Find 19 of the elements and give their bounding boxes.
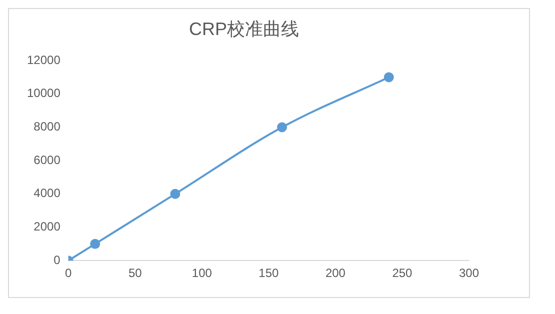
x-tick-label: 50: [128, 266, 142, 280]
y-tick-label: 4000: [34, 186, 61, 200]
y-tick-label: 8000: [34, 120, 61, 134]
y-tick-label: 0: [54, 252, 61, 267]
chart-title: CRP校准曲线: [188, 18, 300, 39]
x-tick-label: 100: [192, 266, 212, 280]
x-tick-label: 200: [325, 266, 346, 280]
x-tick-label: 150: [258, 266, 280, 280]
point: [170, 188, 180, 199]
x-tick-label: 300: [458, 266, 480, 280]
x-tick-label: 250: [392, 266, 413, 280]
y-tick-label: 6000: [34, 152, 61, 167]
y-tick-label: 2000: [34, 220, 61, 234]
point: [90, 238, 100, 249]
x-tick-label: 0: [65, 266, 72, 280]
point: [277, 122, 288, 132]
y-tick-label: 10000: [26, 86, 61, 100]
point: [384, 72, 394, 82]
y-tick-label: 12000: [26, 52, 61, 67]
